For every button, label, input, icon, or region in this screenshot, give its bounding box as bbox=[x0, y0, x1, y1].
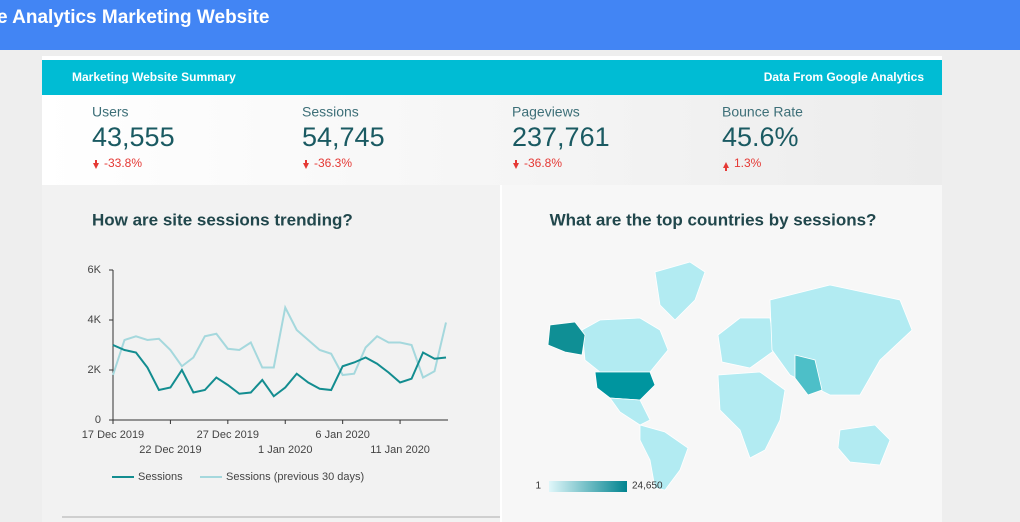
kpi-row bbox=[42, 95, 942, 185]
summary-source: Data From Google Analytics bbox=[764, 70, 925, 84]
map-legend-min: 1 bbox=[535, 481, 541, 492]
x-tick-label: 1 Jan 2020 bbox=[258, 444, 312, 456]
kpi-value: 45.6% bbox=[722, 122, 799, 152]
kpi-arrow bbox=[513, 160, 519, 169]
header-bar bbox=[0, 0, 1020, 50]
kpi-value: 54,745 bbox=[302, 122, 385, 152]
kpi-change: -33.8% bbox=[104, 156, 142, 170]
mexico bbox=[609, 397, 651, 426]
kpi-change: -36.3% bbox=[314, 156, 352, 170]
map-legend-gradient bbox=[549, 481, 627, 492]
kpi-label: Bounce Rate bbox=[722, 104, 803, 120]
kpi-label: Pageviews bbox=[512, 104, 580, 120]
world-map bbox=[547, 261, 913, 491]
alaska bbox=[547, 321, 586, 356]
canada bbox=[581, 317, 669, 373]
africa bbox=[717, 371, 786, 459]
kpi-label: Users bbox=[92, 104, 129, 120]
kpi-change: 1.3% bbox=[734, 156, 762, 170]
kpi-arrow bbox=[303, 160, 309, 169]
india bbox=[794, 354, 823, 396]
x-tick-label: 22 Dec 2019 bbox=[139, 444, 201, 456]
x-tick-label: 17 Dec 2019 bbox=[82, 429, 144, 441]
series-line bbox=[112, 304, 447, 379]
line-chart: 0 2K 4K 6K 17 Dec 2019 22 Dec 2019 27 Dec 2019… bbox=[82, 264, 447, 483]
legend-label: Sessions bbox=[138, 471, 183, 483]
header-title: e Analytics Marketing Website bbox=[0, 7, 269, 28]
legend-label: Sessions (previous 30 days) bbox=[226, 471, 364, 483]
kpi-arrow bbox=[723, 162, 729, 171]
series-line bbox=[112, 344, 447, 398]
south-america bbox=[639, 424, 689, 491]
kpis: Users 43,555 -33.8% Sessions 54,745 -36.3% Pag… bbox=[92, 104, 803, 171]
summary-bar bbox=[42, 60, 942, 95]
x-tick-label: 6 Jan 2020 bbox=[315, 429, 369, 441]
kpi-change: -36.8% bbox=[524, 156, 562, 170]
y-tick-label: 2K bbox=[88, 364, 102, 376]
kpi-value: 43,555 bbox=[92, 122, 175, 152]
map-legend-max: 24,650 bbox=[632, 481, 663, 492]
kpi-label: Sessions bbox=[302, 104, 359, 120]
chart-title: How are site sessions trending? bbox=[92, 210, 353, 229]
y-tick-label: 4K bbox=[88, 314, 102, 326]
x-tick-label: 11 Jan 2020 bbox=[370, 444, 430, 456]
y-tick-label: 6K bbox=[88, 264, 102, 276]
x-tick-label: 27 Dec 2019 bbox=[197, 429, 259, 441]
kpi-arrow bbox=[93, 160, 99, 169]
y-tick-label: 0 bbox=[95, 414, 101, 426]
map-title: What are the top countries by sessions? bbox=[550, 210, 877, 229]
australia bbox=[837, 424, 891, 466]
kpi-value: 237,761 bbox=[512, 122, 610, 152]
greenland bbox=[654, 261, 706, 321]
summary-title: Marketing Website Summary bbox=[72, 70, 236, 84]
